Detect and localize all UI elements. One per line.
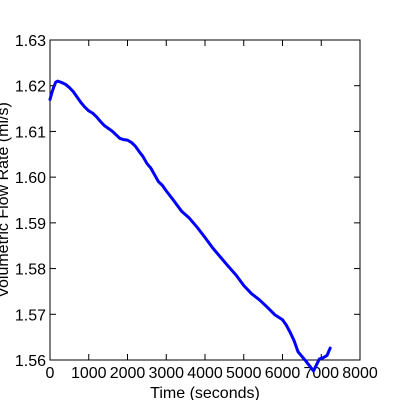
x-tick-label: 1000 bbox=[71, 365, 107, 382]
y-axis-label: Volumetric Flow Rate (ml/s) bbox=[0, 102, 12, 298]
plot-area bbox=[49, 39, 361, 361]
y-tick-label: 1.61 bbox=[15, 124, 46, 141]
x-tick-label: 2000 bbox=[110, 365, 146, 382]
y-axis-ticks: 1.56 1.57 1.58 1.59 1.60 1.61 1.62 1.63 bbox=[15, 33, 360, 370]
x-tick-label: 8000 bbox=[342, 365, 378, 382]
y-tick-label: 1.58 bbox=[15, 262, 46, 279]
y-tick-label: 1.63 bbox=[15, 33, 46, 50]
x-tick-label: 6000 bbox=[265, 365, 301, 382]
x-tick-label: 4000 bbox=[187, 365, 223, 382]
x-tick-label: 5000 bbox=[226, 365, 262, 382]
y-tick-label: 1.57 bbox=[15, 307, 46, 324]
y-tick-label: 1.59 bbox=[15, 216, 46, 233]
y-tick-label: 1.56 bbox=[15, 353, 46, 370]
y-tick-label: 1.62 bbox=[15, 79, 46, 96]
x-tick-label: 0 bbox=[46, 365, 55, 382]
series-line bbox=[48, 79, 332, 373]
x-axis-ticks: 0 1000 2000 3000 4000 5000 6000 7000 8000 bbox=[46, 40, 378, 382]
y-tick-label: 1.60 bbox=[15, 170, 46, 187]
x-axis-label: Time (seconds) bbox=[150, 385, 260, 400]
x-tick-label: 7000 bbox=[303, 365, 339, 382]
x-tick-label: 3000 bbox=[148, 365, 184, 382]
